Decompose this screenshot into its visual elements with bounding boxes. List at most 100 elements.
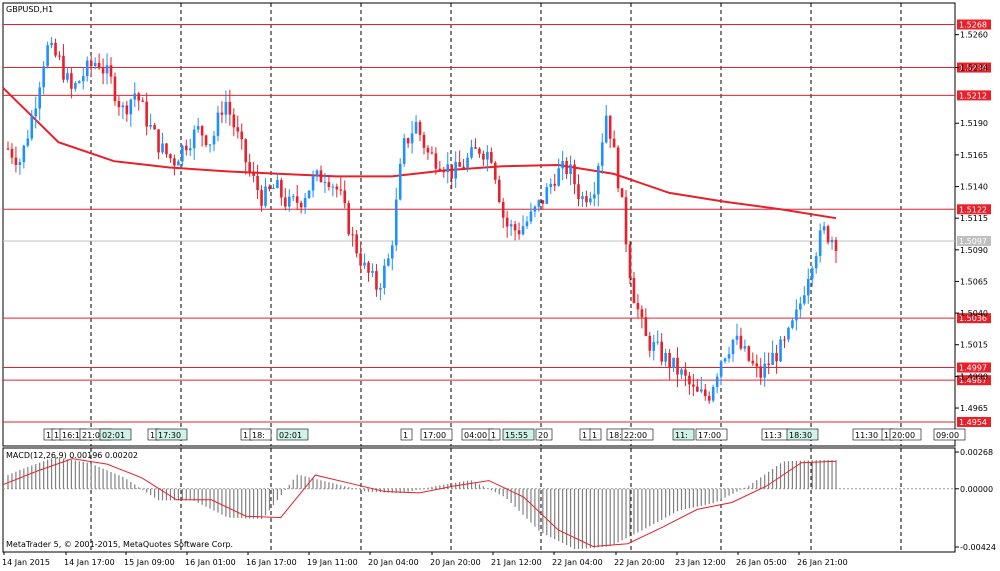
- candle-body: [268, 186, 271, 189]
- price-plot-area[interactable]: [2, 2, 956, 447]
- candle-body: [763, 363, 766, 378]
- candle-body: [545, 187, 549, 204]
- event-tag-label: 22:00: [624, 431, 647, 440]
- candle-body: [791, 320, 794, 328]
- event-tag[interactable]: [99, 428, 132, 441]
- macd-tick-label: -0.00424: [960, 543, 996, 552]
- candle-body: [307, 190, 311, 199]
- level-price-tag: [957, 19, 991, 30]
- event-tag[interactable]: [621, 428, 654, 441]
- event-tag[interactable]: [672, 428, 695, 441]
- candle-body: [466, 157, 469, 169]
- candle-body: [264, 186, 267, 206]
- candle-body: [6, 148, 10, 150]
- candle-body: [390, 245, 394, 259]
- event-tag[interactable]: [535, 428, 553, 441]
- candle-body: [604, 115, 608, 143]
- event-tag[interactable]: [249, 428, 272, 441]
- candle-body: [117, 101, 121, 108]
- copyright-footer: MetaTrader 5, © 2001-2015, MetaQuotes So…: [6, 540, 233, 549]
- event-tag[interactable]: [488, 428, 501, 441]
- candle-body: [624, 197, 628, 245]
- event-tag[interactable]: [502, 428, 535, 441]
- candle-body: [414, 121, 418, 134]
- candle-body: [10, 148, 14, 158]
- event-tag[interactable]: [695, 428, 728, 441]
- candle-body: [438, 168, 442, 171]
- candle-body: [493, 162, 497, 180]
- candle-body: [97, 62, 101, 69]
- candle-body: [74, 83, 77, 89]
- event-tag[interactable]: [155, 428, 188, 441]
- candle-body: [66, 73, 69, 80]
- event-tag[interactable]: [933, 428, 966, 441]
- candle-body: [30, 116, 34, 139]
- price-tick-label: 1.4990: [960, 372, 988, 381]
- time-tick-label: 20 Jan 04:00: [368, 558, 419, 567]
- candle-body: [656, 341, 660, 343]
- candle-body: [537, 200, 541, 207]
- level-price-label: 1.4987: [959, 376, 987, 385]
- candle-body: [826, 226, 830, 243]
- candle-body: [814, 256, 818, 269]
- candle-body: [470, 147, 473, 158]
- candle-body: [600, 142, 604, 166]
- candle-body: [565, 161, 568, 174]
- candle-body: [153, 124, 156, 130]
- candle-body: [62, 55, 65, 80]
- candle-body: [577, 184, 580, 200]
- candle-body: [137, 93, 141, 101]
- candle-body: [517, 230, 521, 235]
- horizontal-level-lines[interactable]: 1.52681.52341.52121.51221.50361.49971.49…: [3, 19, 991, 427]
- candle-body: [311, 176, 315, 191]
- candle-body: [284, 197, 287, 207]
- time-tick-label: 23 Jan 12:00: [675, 558, 726, 567]
- candle-body: [608, 115, 612, 139]
- event-tag[interactable]: [400, 428, 413, 441]
- candle-body: [450, 164, 454, 179]
- candle-body: [410, 133, 414, 144]
- candle-body: [50, 42, 53, 46]
- candle-body: [58, 55, 61, 57]
- event-tag-label: 02:01: [279, 431, 302, 440]
- candle-body: [149, 124, 152, 127]
- level-price-label: 1.5122: [959, 205, 987, 214]
- candle-body: [743, 346, 747, 349]
- time-tick-label: 21 Jan 12:00: [491, 558, 542, 567]
- candle-body: [248, 162, 251, 172]
- candle-body: [573, 164, 576, 185]
- candle-body: [327, 182, 331, 188]
- candle-body: [315, 170, 319, 177]
- event-tag[interactable]: [276, 428, 309, 441]
- candle-body: [628, 244, 632, 279]
- candle-body: [14, 157, 18, 165]
- candle-body: [323, 182, 327, 184]
- candle-body: [291, 196, 295, 198]
- candle-body: [810, 268, 814, 279]
- candle-body: [775, 352, 778, 362]
- time-axis: 14 Jan 2015 14 Jan 17:00 15 Jan 09:00 16 Ja…: [2, 552, 848, 567]
- candle-body: [339, 189, 343, 191]
- event-tag[interactable]: [589, 428, 602, 441]
- candle-body: [505, 217, 509, 227]
- time-tick-label: 26 Jan 21:00: [797, 558, 848, 567]
- event-tag[interactable]: [420, 428, 453, 441]
- time-tick-label: 16 Jan 01:00: [185, 558, 236, 567]
- candle-body: [280, 180, 283, 198]
- event-tag-label: 1: [582, 431, 587, 440]
- candle-body: [220, 112, 224, 115]
- event-tag[interactable]: [786, 428, 819, 441]
- candle-body: [105, 65, 109, 74]
- candle-body: [351, 234, 354, 236]
- event-tag-label: 1: [54, 431, 59, 440]
- event-tag-label: 1: [592, 431, 597, 440]
- candle-body: [771, 352, 774, 365]
- candle-body: [529, 211, 533, 222]
- event-tag[interactable]: [889, 428, 922, 441]
- candle-body: [256, 175, 259, 191]
- event-tag-label: 17:00: [423, 431, 446, 440]
- event-tag-label: 18:30: [789, 431, 812, 440]
- candle-body: [707, 395, 711, 401]
